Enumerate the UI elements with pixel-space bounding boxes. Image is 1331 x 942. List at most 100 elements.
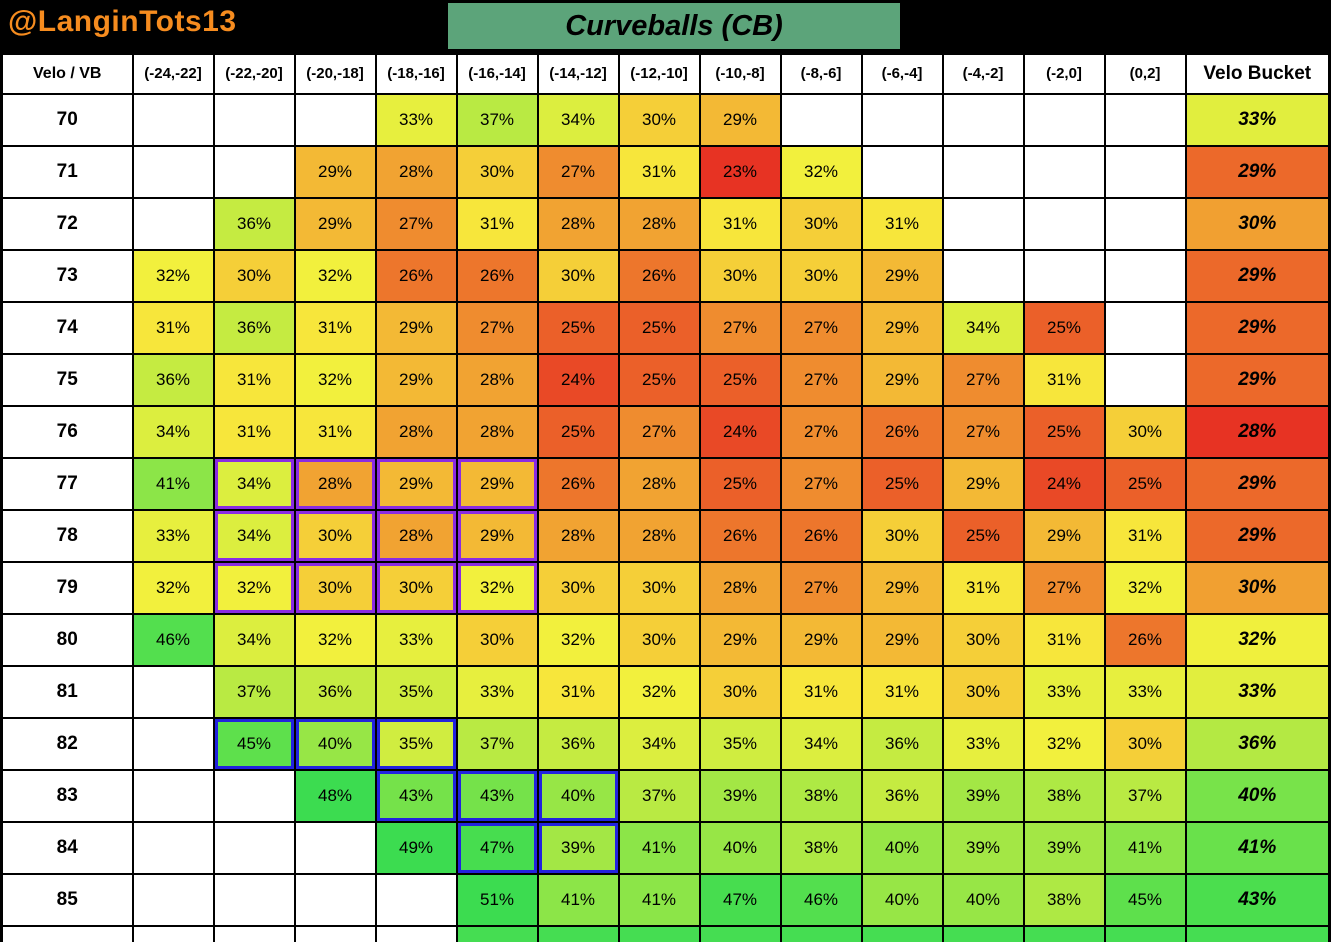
heatmap-cell: 25% xyxy=(536,300,620,355)
velo-bucket-cell: 29% xyxy=(1184,144,1331,199)
heatmap-cell xyxy=(212,924,296,942)
heatmap-cell: 38% xyxy=(1022,768,1106,823)
heatmap-cell: 26% xyxy=(617,248,701,303)
heatmap-cell: 36% xyxy=(212,196,296,251)
heatmap-cell: 30% xyxy=(698,664,782,719)
heatmap-cell: 41% xyxy=(131,456,215,511)
velo-row-label: 79 xyxy=(0,560,134,615)
velo-row-label: 72 xyxy=(0,196,134,251)
heatmap-cell xyxy=(941,196,1025,251)
heatmap-cell: 36% xyxy=(536,716,620,771)
heatmap-cell: 29% xyxy=(293,196,377,251)
velo-row-label: 77 xyxy=(0,456,134,511)
heatmap-cell: 31% xyxy=(779,664,863,719)
heatmap-cell: 30% xyxy=(212,248,296,303)
heatmap-cell: 30% xyxy=(536,560,620,615)
heatmap-cell: 38% xyxy=(779,768,863,823)
heatmap-cell: 27% xyxy=(698,300,782,355)
heatmap-cell: 29% xyxy=(860,612,944,667)
column-header: (-16,-14] xyxy=(455,52,539,95)
heatmap-cell: 29% xyxy=(374,300,458,355)
heatmap-cell: 25% xyxy=(617,300,701,355)
column-header: (0,2] xyxy=(1103,52,1187,95)
heatmap-cell: 27% xyxy=(779,404,863,459)
heatmap-row: 80 46% 34% 32% 33% 30% 32% 30% 29% 29% 29% 30% 31% 26… xyxy=(0,612,1331,667)
column-header: (-20,-18] xyxy=(293,52,377,95)
velo-bucket-cell: 40% xyxy=(1184,768,1331,823)
heatmap-cell: 25% xyxy=(1022,300,1106,355)
heatmap-cell: 31% xyxy=(455,196,539,251)
heatmap-row: 81 37% 36% 35% 33% 31% 32% 30% 31% 31% 30% 33% 33% 33… xyxy=(0,664,1331,719)
heatmap-cell: 30% xyxy=(293,560,377,615)
heatmap-cell: 28% xyxy=(455,404,539,459)
heatmap-cell: 32% xyxy=(779,144,863,199)
heatmap-cell: 29% xyxy=(941,456,1025,511)
heatmap-cell: 30% xyxy=(455,612,539,667)
heatmap-cell xyxy=(1103,300,1187,355)
heatmap-cell: 40% xyxy=(941,872,1025,927)
heatmap-table: Velo / VB (-24,-22] (-22,-20] (-20,-18] (-1… xyxy=(0,52,1331,942)
heatmap-cell: 38% xyxy=(1022,872,1106,927)
heatmap-cell: 32% xyxy=(131,248,215,303)
heatmap-cell: 25% xyxy=(860,456,944,511)
velo-bucket-cell: 29% xyxy=(1184,248,1331,303)
heatmap-cell: 28% xyxy=(617,196,701,251)
velo-row-label: 70 xyxy=(0,92,134,147)
heatmap-cell: 27% xyxy=(779,456,863,511)
column-header: (-22,-20] xyxy=(212,52,296,95)
column-header: (-10,-8] xyxy=(698,52,782,95)
heatmap-cell: 29% xyxy=(293,144,377,199)
heatmap-cell: 30% xyxy=(1103,716,1187,771)
heatmap-cell: 36% xyxy=(212,300,296,355)
heatmap-cell: 33% xyxy=(941,716,1025,771)
heatmap-row: 74 31% 36% 31% 29% 27% 25% 25% 27% 27% 29% 34% 25% 29… xyxy=(0,300,1331,355)
velo-row-label: 71 xyxy=(0,144,134,199)
column-header: (-18,-16] xyxy=(374,52,458,95)
heatmap-cell: 39% xyxy=(698,768,782,823)
heatmap-cell: 25% xyxy=(1103,456,1187,511)
heatmap-cell: 39% xyxy=(536,820,620,875)
heatmap-cell: 36% xyxy=(860,768,944,823)
heatmap-cell: 30% xyxy=(698,248,782,303)
heatmap-cell: 46% xyxy=(131,612,215,667)
heatmap-row: 71 29% 28% 30% 27% 31% 23% 32% 29% xyxy=(0,144,1331,199)
heatmap-cell: 32% xyxy=(212,560,296,615)
heatmap-cell: 31% xyxy=(860,196,944,251)
heatmap-cell: 32% xyxy=(131,560,215,615)
heatmap-cell: 40% xyxy=(860,872,944,927)
heatmap-cell: 29% xyxy=(1022,508,1106,563)
heatmap-cell: 32% xyxy=(617,664,701,719)
velo-row-label: 74 xyxy=(0,300,134,355)
heatmap-cell: 48% xyxy=(293,768,377,823)
heatmap-cell xyxy=(860,92,944,147)
heatmap-cell: 29% xyxy=(698,612,782,667)
heatmap-cell: 25% xyxy=(698,352,782,407)
heatmap-cell: 46% xyxy=(779,872,863,927)
heatmap-cell: 32% xyxy=(536,612,620,667)
heatmap-cell: 31% xyxy=(698,196,782,251)
heatmap-row: 84 49% 47% 39% 41% 40% 38% 40% 39% 39% 41% 41% xyxy=(0,820,1331,875)
header-row: Velo / VB (-24,-22] (-22,-20] (-20,-18] (-1… xyxy=(0,52,1331,95)
heatmap-row: 75 36% 31% 32% 29% 28% 24% 25% 25% 27% 29% 27% 31% 29… xyxy=(0,352,1331,407)
heatmap-cell: 27% xyxy=(779,300,863,355)
heatmap-row: 82 45% 40% 35% 37% 36% 34% 35% 34% 36% 33% 32% 30% 36… xyxy=(0,716,1331,771)
velo-row-label: 73 xyxy=(0,248,134,303)
heatmap-cell: 26% xyxy=(374,248,458,303)
heatmap-cell: 41% xyxy=(536,872,620,927)
velo-row-label: 84 xyxy=(0,820,134,875)
velo-row-label: 76 xyxy=(0,404,134,459)
velo-bucket-cell: 30% xyxy=(1184,560,1331,615)
heatmap-cell: 31% xyxy=(293,300,377,355)
heatmap-cell xyxy=(293,92,377,147)
heatmap-cell: 26% xyxy=(536,456,620,511)
heatmap-cell xyxy=(698,924,782,942)
heatmap-cell: 25% xyxy=(941,508,1025,563)
heatmap-cell: 24% xyxy=(536,352,620,407)
velo-row-label: 78 xyxy=(0,508,134,563)
heatmap-cell xyxy=(779,924,863,942)
velo-row-label: 81 xyxy=(0,664,134,719)
heatmap-cell xyxy=(212,820,296,875)
heatmap-cell: 45% xyxy=(1103,872,1187,927)
heatmap-cell: 34% xyxy=(212,612,296,667)
